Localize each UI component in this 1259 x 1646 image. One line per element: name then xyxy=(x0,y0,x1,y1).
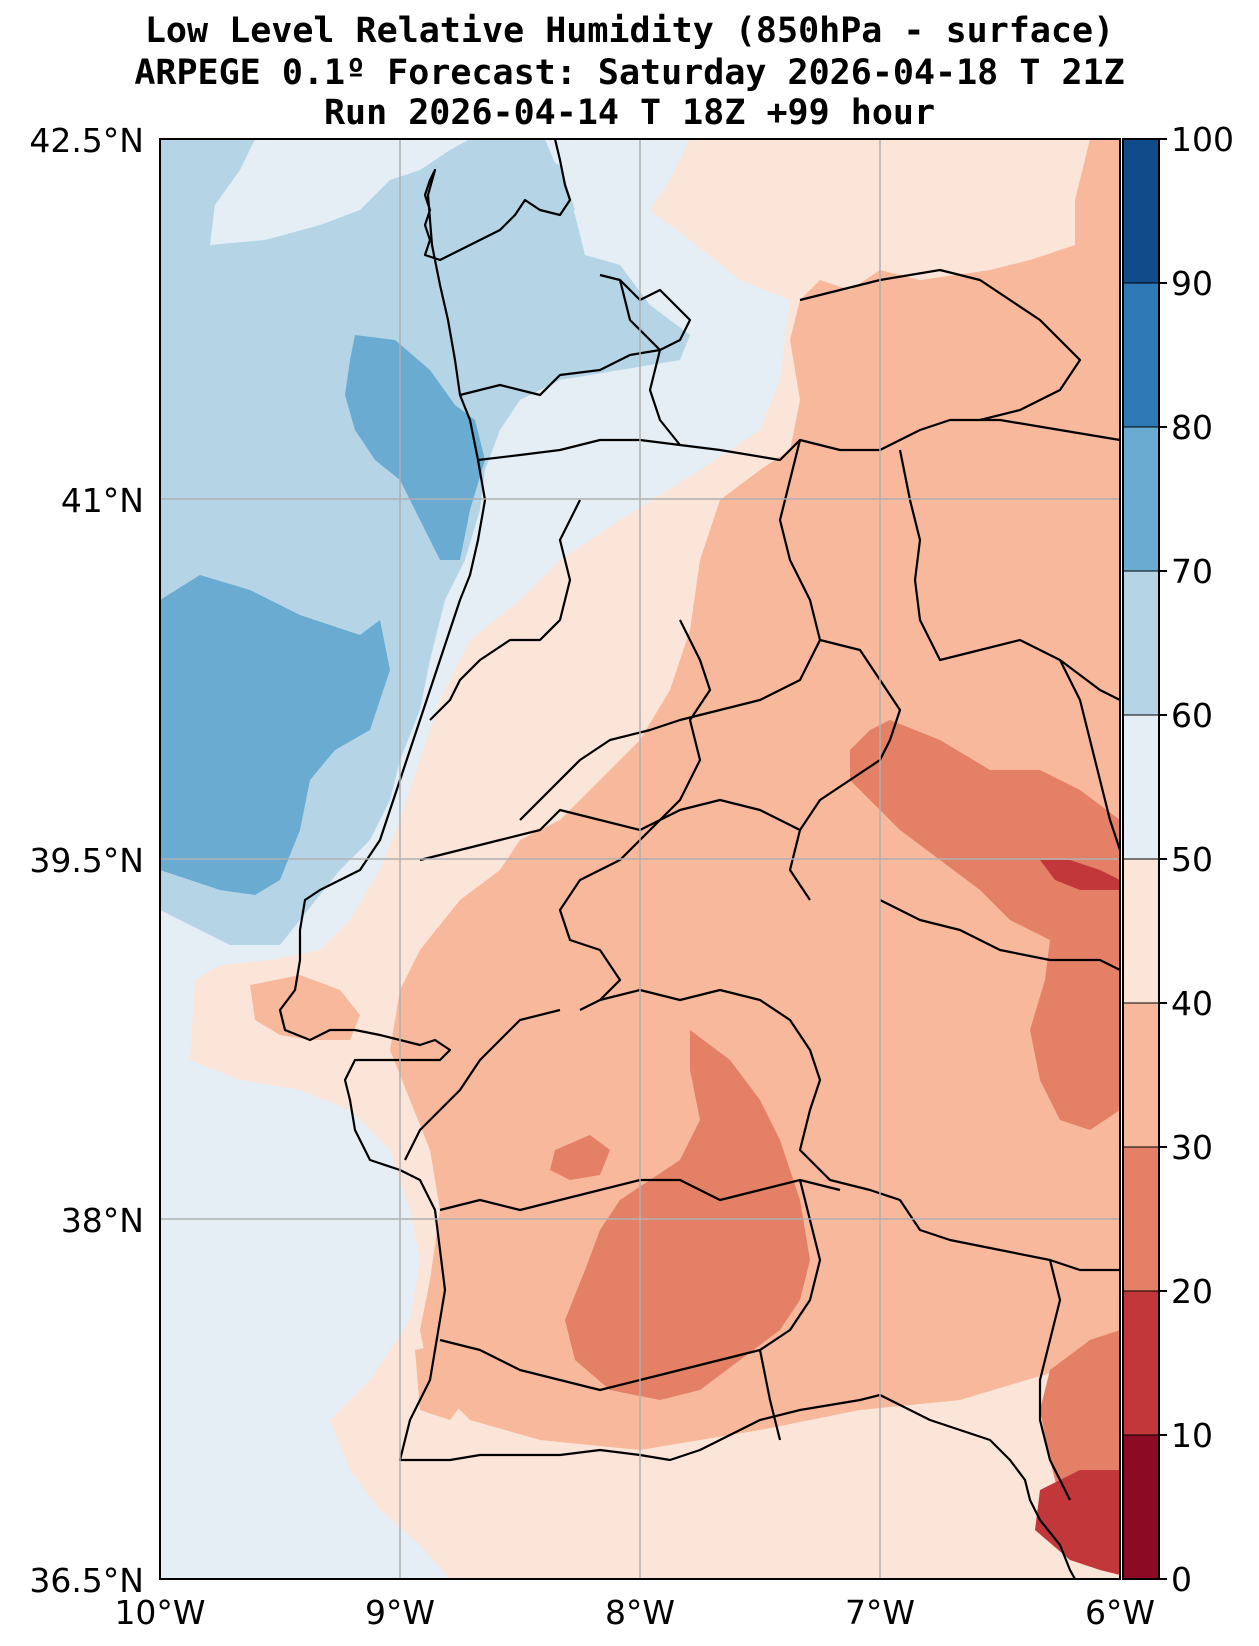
border-internal-6 xyxy=(898,449,1120,701)
colorbar-segment-10-20 xyxy=(1123,1291,1159,1435)
colorbar-label-60: 60 xyxy=(1171,696,1213,735)
chart-title-line-3: Run 2026-04-14 T 18Z +99 hour xyxy=(323,93,936,133)
lat-label-39-5n: 39.5°N xyxy=(29,841,144,880)
coastline xyxy=(278,139,1076,1579)
rh-band-30-40-main xyxy=(390,139,1120,1450)
colorbar-label-70: 70 xyxy=(1171,552,1213,591)
colorbar-segment-70-80 xyxy=(1123,427,1159,571)
rh-band-20-30-east xyxy=(850,720,1120,1130)
border-internal-18 xyxy=(1038,1259,1071,1501)
colorbar-frame xyxy=(1122,138,1160,1580)
rh-band-10-20-east xyxy=(1040,860,1120,890)
lon-label-10w: 10°W xyxy=(114,1593,205,1632)
border-internal-14 xyxy=(404,1008,561,1161)
border-internal-8 xyxy=(558,619,712,1011)
colorbar-label-10: 10 xyxy=(1171,1416,1213,1455)
chart-title-line-2: ARPEGE 0.1º Forecast: Saturday 2026-04-1… xyxy=(134,53,1125,93)
map-frame xyxy=(159,138,1121,1580)
colorbar-label-90: 90 xyxy=(1171,264,1213,303)
border-internal-13 xyxy=(599,988,1120,1272)
lon-label-6w: 6°W xyxy=(1085,1593,1155,1632)
colorbar-label-100: 100 xyxy=(1171,120,1234,159)
colorbar: 0 10 20 30 40 50 60 70 80 90 100 xyxy=(1122,120,1234,1599)
latitude-axis: 42.5°N 41°N 39.5°N 38°N 36.5°N xyxy=(29,121,144,1600)
rh-band-70-80-west xyxy=(160,575,390,895)
colorbar-segment-40-50 xyxy=(1123,859,1159,1003)
colorbar-segment-20-30 xyxy=(1123,1147,1159,1291)
rh-band-20-30-center xyxy=(565,1030,810,1400)
colorbar-label-80: 80 xyxy=(1171,408,1213,447)
colorbar-segment-80-90 xyxy=(1123,283,1159,427)
lat-label-41n: 41°N xyxy=(61,481,144,520)
border-internal-3 xyxy=(519,439,822,821)
colorbar-segment-90-100 xyxy=(1123,139,1159,283)
lon-label-8w: 8°W xyxy=(605,1593,675,1632)
lat-label-36-5n: 36.5°N xyxy=(29,1561,144,1600)
border-internal-10 xyxy=(1059,659,1120,851)
colorbar-segment-60-70 xyxy=(1123,571,1159,715)
chart-title-line-1: Low Level Relative Humidity (850hPa - su… xyxy=(144,11,1115,51)
border-internal-12 xyxy=(879,899,1120,971)
border-internal-2 xyxy=(477,418,1120,462)
border-internal-17 xyxy=(439,1338,761,1392)
colorbar-segment-30-40 xyxy=(1123,1003,1159,1147)
gridlines xyxy=(160,139,1120,1579)
border-internal-16 xyxy=(758,1179,822,1441)
coastline-and-borders xyxy=(278,139,1120,1579)
border-internal-4 xyxy=(618,279,681,446)
lon-label-9w: 9°W xyxy=(365,1593,435,1632)
colorbar-label-0: 0 xyxy=(1171,1560,1192,1599)
colorbar-label-50: 50 xyxy=(1171,840,1213,879)
rh-band-20-30-west-patch xyxy=(550,1135,610,1180)
border-internal-11 xyxy=(419,798,801,862)
lat-label-42-5n: 42.5°N xyxy=(29,121,144,160)
rh-band-70-80-north xyxy=(345,335,485,560)
colorbar-label-40: 40 xyxy=(1171,984,1213,1023)
rh-band-30-40-west-patch xyxy=(250,975,360,1040)
lon-label-7w: 7°W xyxy=(845,1593,915,1632)
colorbar-label-30: 30 xyxy=(1171,1128,1213,1167)
border-internal-7 xyxy=(429,499,581,721)
colorbar-segment-50-60 xyxy=(1123,715,1159,859)
rh-band-40-50-top-patch xyxy=(880,165,1010,215)
rh-band-30-40-southwest xyxy=(415,1340,500,1420)
colorbar-label-20: 20 xyxy=(1171,1272,1213,1311)
lat-label-38n: 38°N xyxy=(61,1201,144,1240)
colorbar-segment-0-10 xyxy=(1123,1435,1159,1579)
longitude-axis: 10°W 9°W 8°W 7°W 6°W xyxy=(114,1593,1155,1632)
rh-band-10-20-southeast xyxy=(1035,1470,1120,1575)
border-internal-5 xyxy=(799,268,1082,422)
